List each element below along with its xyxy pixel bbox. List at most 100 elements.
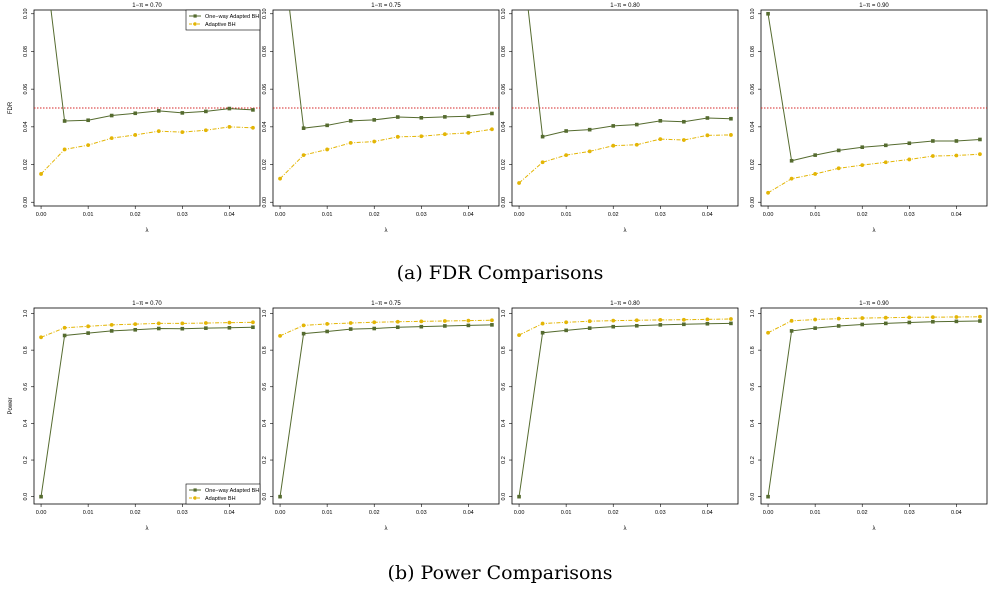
data-point: [133, 327, 138, 332]
y-tick-label: 0.00: [262, 197, 268, 208]
y-axis-label: Power: [8, 397, 14, 414]
data-point: [564, 320, 569, 325]
series-line-one-way: [279, 324, 492, 497]
data-point: [517, 494, 521, 499]
data-point: [705, 317, 710, 322]
data-point: [109, 322, 114, 327]
data-point: [930, 154, 935, 158]
data-point: [658, 318, 663, 322]
y-tick-label: 0.6: [750, 383, 756, 391]
data-point: [442, 132, 447, 137]
x-tick-label: 0.04: [224, 212, 235, 218]
y-tick-label: 1.0: [23, 310, 29, 318]
data-point: [156, 321, 161, 326]
data-point: [156, 326, 161, 331]
data-point: [443, 324, 447, 328]
series-line-one-way: [767, 320, 980, 497]
data-point: [466, 130, 471, 135]
x-tick-label: 0.00: [36, 212, 47, 218]
data-point: [372, 320, 377, 325]
data-point: [907, 315, 912, 320]
y-tick-label: 0.08: [23, 46, 29, 57]
y-tick-label: 0.2: [501, 456, 507, 464]
x-axis-label: λ: [385, 228, 388, 234]
x-tick-label: 0.04: [702, 212, 713, 218]
data-point: [587, 319, 592, 324]
data-point: [372, 118, 377, 122]
y-tick-label: 1.0: [501, 310, 507, 318]
series-line-adaptive: [40, 126, 253, 175]
data-point: [611, 324, 616, 329]
data-point: [203, 321, 208, 325]
data-point: [860, 163, 865, 168]
plot-area: [278, 318, 494, 499]
data-point: [954, 315, 959, 319]
x-tick-label: 0.01: [810, 212, 821, 218]
x-tick-label: 0.04: [463, 510, 474, 516]
data-point: [540, 160, 545, 165]
x-tick-label: 0.03: [416, 212, 427, 218]
data-point: [634, 122, 639, 127]
y-tick-label: 0.00: [23, 197, 29, 208]
y-tick-label: 0.04: [501, 121, 507, 132]
x-tick-label: 0.03: [177, 212, 188, 218]
data-point: [466, 114, 471, 119]
data-point: [587, 149, 592, 154]
data-point: [301, 323, 306, 328]
data-point: [466, 318, 471, 323]
legend-label: Adaptive BH: [205, 496, 236, 502]
data-point: [930, 315, 935, 320]
data-point: [564, 129, 568, 133]
y-tick-label: 0.02: [262, 159, 268, 170]
data-point: [180, 326, 185, 331]
x-axis-label: λ: [624, 526, 627, 532]
data-point: [466, 323, 471, 328]
data-point: [705, 116, 710, 120]
legend-swatch-marker: [193, 22, 197, 26]
data-point: [954, 153, 959, 158]
data-point: [705, 321, 710, 326]
data-point: [86, 324, 91, 329]
y-tick-label: 0.0: [23, 493, 29, 501]
x-tick-label: 0.00: [275, 510, 286, 516]
data-point: [204, 326, 208, 330]
x-axis-label: λ: [873, 526, 876, 532]
data-point: [954, 139, 959, 143]
data-point: [813, 326, 817, 330]
x-tick-label: 0.01: [322, 510, 333, 516]
series-line-one-way: [527, 10, 731, 138]
y-tick-label: 0.06: [23, 84, 29, 95]
legend-label: Adaptive BH: [205, 22, 236, 28]
data-point: [836, 316, 841, 321]
y-tick-label: 0.00: [750, 197, 756, 208]
y-tick-label: 0.8: [23, 346, 29, 354]
y-tick-label: 0.06: [262, 84, 268, 95]
panel-7: 1−π = 0.80 0.00 0.01 0.02 0.03 0.04 0.0 0.2 0.4 0…: [501, 301, 739, 532]
data-point: [813, 153, 817, 157]
data-point: [203, 128, 208, 133]
series-line-adaptive: [518, 134, 731, 184]
legend: One−way Adapted BH Adaptive BH: [185, 9, 261, 31]
data-point: [883, 321, 888, 326]
x-tick-label: 0.00: [763, 510, 774, 516]
data-point: [62, 325, 67, 330]
data-point: [227, 325, 232, 330]
data-point: [540, 321, 545, 326]
data-point: [883, 160, 888, 165]
data-point: [180, 321, 185, 326]
legend-label: One−way Adapted BH: [205, 488, 259, 494]
data-point: [86, 118, 90, 123]
y-tick-label: 0.10: [23, 8, 29, 19]
data-point: [883, 143, 888, 148]
data-point: [156, 129, 161, 134]
data-point: [86, 331, 90, 335]
x-tick-label: 0.04: [951, 212, 962, 218]
y-tick-label: 0.02: [501, 159, 507, 170]
panel-5: 1−π = 0.70 0.00 0.01 0.02 0.03 0.04 0.0 0.2 0.4 0…: [8, 301, 261, 532]
series-line-adaptive: [767, 316, 980, 334]
data-point: [611, 318, 616, 323]
data-point: [836, 324, 841, 328]
x-axis-label: λ: [624, 228, 627, 234]
data-point: [251, 320, 255, 325]
